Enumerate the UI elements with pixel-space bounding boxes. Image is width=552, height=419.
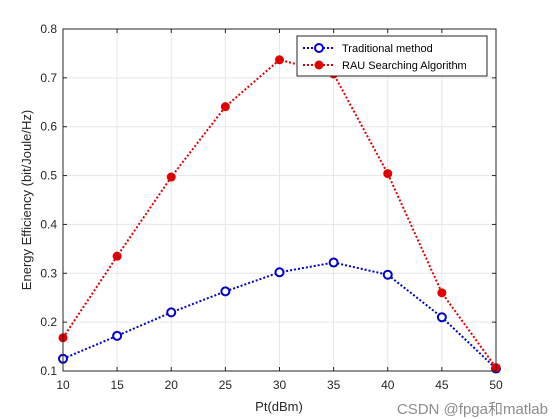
y-axis-label: Energy Efficiency (bit/Joule/Hz) (19, 110, 34, 290)
x-tick-label: 10 (56, 378, 70, 392)
x-tick-label: 40 (381, 378, 395, 392)
x-tick-label: 25 (219, 378, 233, 392)
data-point-rau (437, 288, 447, 298)
legend-marker-traditional (314, 43, 324, 53)
y-tick-label: 0.2 (40, 315, 57, 329)
y-tick-label: 0.7 (40, 71, 57, 85)
grid-lines (63, 29, 496, 371)
data-point-traditional (382, 269, 393, 280)
x-tick-label: 15 (110, 378, 124, 392)
y-tick-label: 0.3 (40, 266, 57, 280)
data-point-traditional (166, 307, 177, 318)
data-point-rau (166, 172, 176, 182)
x-tick-label: 35 (327, 378, 341, 392)
data-point-rau (112, 251, 122, 261)
legend: Traditional method RAU Searching Algorit… (296, 35, 488, 77)
data-point-traditional (436, 312, 447, 323)
data-point-traditional (220, 286, 231, 297)
data-point-traditional (112, 330, 123, 341)
x-tick-label: 45 (435, 378, 449, 392)
y-tick-label: 0.4 (40, 217, 57, 231)
legend-marker-rau (314, 60, 324, 70)
x-tick-label: 20 (165, 378, 179, 392)
data-point-traditional (274, 267, 285, 278)
y-tick-label: 0.6 (40, 120, 57, 134)
y-tick-label: 0.1 (40, 364, 57, 378)
x-tick-label: 30 (273, 378, 287, 392)
x-tick-label: 50 (489, 378, 503, 392)
axis-ticks: 10 15 20 25 30 35 40 45 50 0.1 0.2 0.3 0.4 0.5 0.6 0.7 0… (40, 22, 503, 392)
y-tick-label: 0.8 (40, 22, 57, 36)
data-point-rau (275, 55, 284, 65)
data-point-traditional (328, 257, 339, 268)
watermark: CSDN @fpga和matlab (397, 401, 548, 418)
data-point-rau (220, 102, 230, 112)
legend-label-traditional: Traditional method (342, 43, 433, 55)
series-line-rau (62, 58, 497, 369)
legend-label-rau: RAU Searching Algorithm (342, 60, 467, 72)
x-axis-label: Pt(dBm) (255, 399, 303, 414)
legend-box (296, 35, 488, 77)
y-tick-label: 0.5 (40, 169, 57, 183)
data-point-rau (383, 169, 393, 179)
